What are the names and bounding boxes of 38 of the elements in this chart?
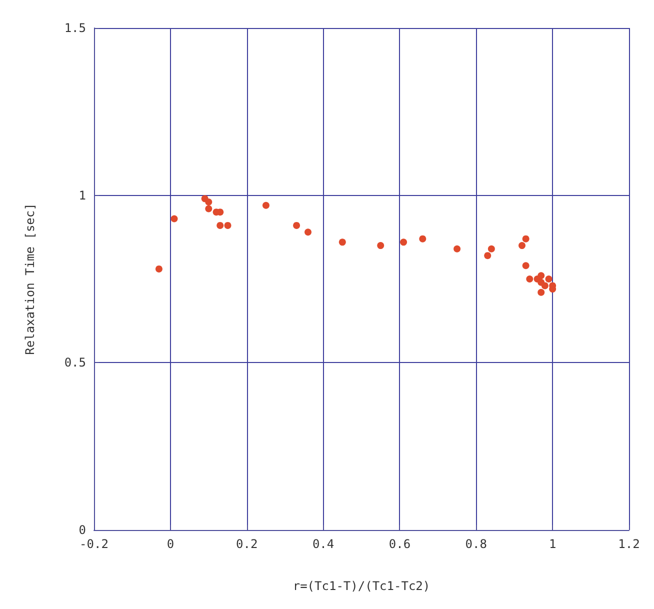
point xyxy=(170,215,178,222)
point xyxy=(155,265,162,272)
point xyxy=(293,222,300,229)
y-tick-label: 0 xyxy=(78,523,86,537)
point xyxy=(304,228,312,236)
x-tick-label: 1 xyxy=(548,537,556,551)
point xyxy=(262,202,270,209)
point xyxy=(538,272,545,280)
point xyxy=(541,282,548,290)
point xyxy=(205,198,212,206)
x-axis-title: r=(Tc1-T)/(Tc1-Tc2) xyxy=(292,579,430,593)
point xyxy=(216,222,224,229)
x-tick-label: 0.8 xyxy=(465,537,487,551)
y-axis-title: Relaxation Time [sec] xyxy=(23,203,37,355)
point xyxy=(419,235,426,242)
point xyxy=(224,222,232,229)
point xyxy=(488,245,495,252)
point xyxy=(538,288,545,296)
point xyxy=(518,242,526,250)
y-tick-label: 1 xyxy=(78,188,86,202)
x-tick-label: 1.2 xyxy=(618,537,640,551)
point xyxy=(377,242,384,250)
point xyxy=(454,245,461,252)
point xyxy=(400,238,408,246)
x-tick-label: 0.4 xyxy=(312,537,334,551)
x-tick-label: 0.6 xyxy=(388,537,411,551)
point xyxy=(522,262,530,270)
point xyxy=(205,205,212,212)
y-tick-label: 1.5 xyxy=(64,21,86,35)
x-tick-label: -0.2 xyxy=(80,537,108,551)
x-tick-label: 0.2 xyxy=(236,537,258,551)
y-tick-label: 0.5 xyxy=(64,356,86,370)
point xyxy=(522,235,530,242)
point xyxy=(484,252,492,260)
point xyxy=(545,276,552,282)
x-tick-label: 0 xyxy=(166,537,174,551)
point xyxy=(338,238,346,246)
point xyxy=(526,276,534,282)
